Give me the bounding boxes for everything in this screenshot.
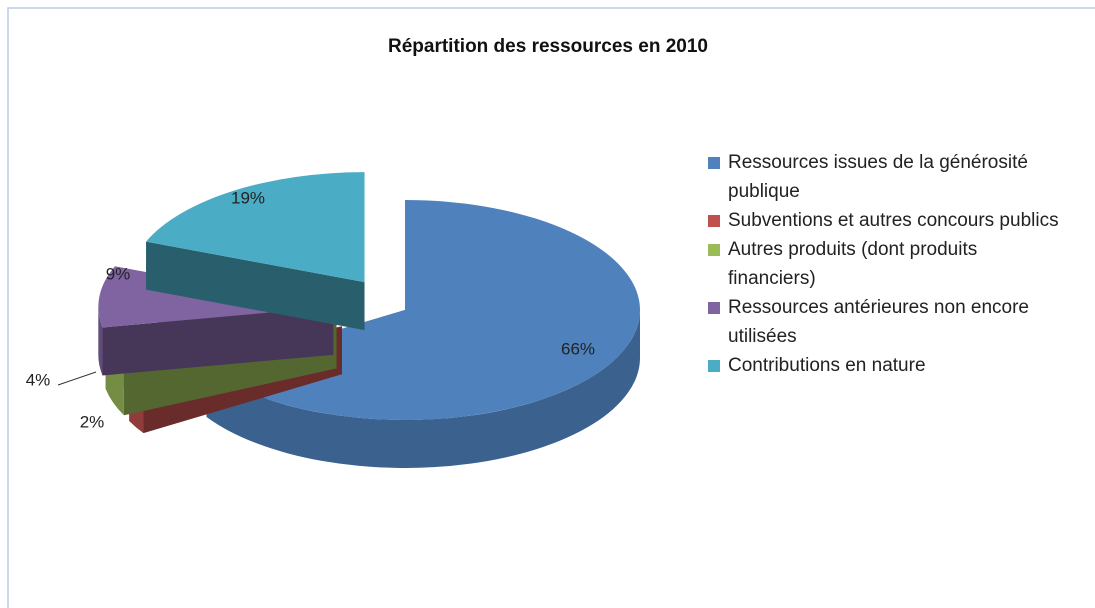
legend-item: Autres produits (dont produits financier… [708, 235, 1068, 293]
legend-swatch [708, 244, 720, 256]
data-label: 9% [106, 264, 131, 283]
legend-item: Ressources issues de la générosité publi… [708, 148, 1068, 206]
legend-swatch [708, 302, 720, 314]
legend-item: Subventions et autres concours publics [708, 206, 1068, 235]
data-label: 66% [561, 339, 595, 358]
legend-label: Autres produits (dont produits financier… [728, 239, 978, 289]
legend-swatch [708, 215, 720, 227]
slice-wall [146, 241, 365, 331]
leader-line [57, 371, 97, 386]
slice-side [98, 306, 103, 376]
legend-label: Contributions en nature [728, 355, 926, 376]
data-label: 2% [80, 412, 105, 431]
slice-side [206, 310, 640, 468]
data-label: 19% [231, 188, 265, 207]
chart-title: Répartition des ressources en 2010 [388, 36, 708, 57]
data-label: 4% [26, 370, 51, 389]
chart-border [7, 7, 1095, 608]
legend-item: Contributions en nature [708, 351, 1068, 380]
legend-label: Subventions et autres concours publics [728, 210, 1059, 231]
legend-item: Ressources antérieures non encore utilis… [708, 293, 1068, 351]
legend-swatch [708, 157, 720, 169]
legend-label: Ressources issues de la générosité publi… [728, 152, 1028, 202]
slice [146, 172, 365, 283]
legend-label: Ressources antérieures non encore utilis… [728, 297, 1030, 347]
legend-swatch [708, 360, 720, 372]
legend: Ressources issues de la générosité publi… [708, 148, 1068, 380]
